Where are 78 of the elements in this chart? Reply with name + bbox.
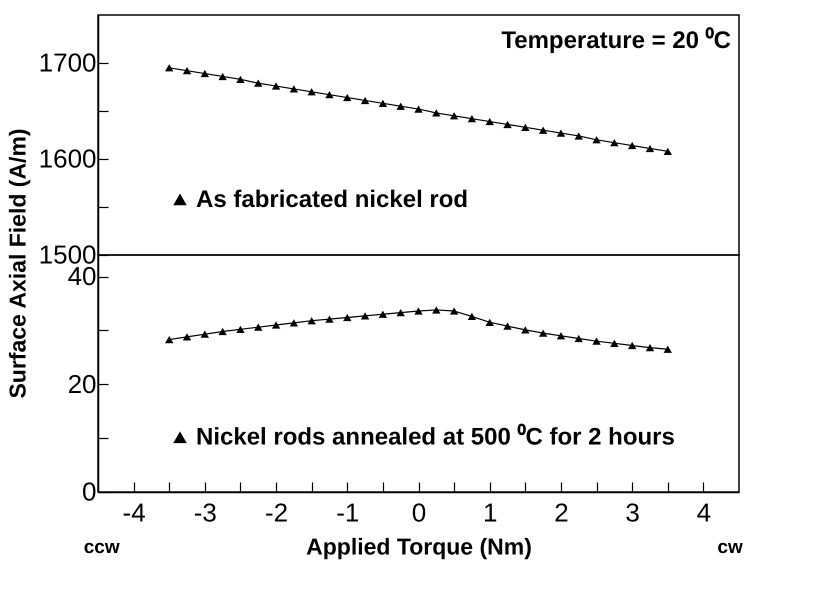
point [664, 346, 672, 353]
point [592, 338, 601, 345]
y-axis-title: Surface Axial Field (A/m) [4, 128, 31, 399]
point [664, 148, 672, 155]
point [272, 321, 280, 329]
point [200, 330, 210, 338]
point [556, 332, 566, 340]
point [165, 64, 174, 72]
point [325, 91, 334, 98]
x-tick-label: -4 [122, 498, 146, 528]
point [486, 318, 494, 326]
point [182, 67, 192, 74]
point [182, 333, 192, 340]
y-tick-label: 1700 [38, 48, 96, 78]
point [538, 126, 548, 134]
point [200, 70, 210, 78]
point [574, 334, 583, 342]
point [378, 310, 388, 318]
x-tick-label: 4 [696, 498, 712, 528]
point [325, 315, 334, 323]
point [378, 100, 388, 107]
x-axis-title: Applied Torque (Nm) [306, 534, 532, 560]
point [628, 142, 636, 150]
point [307, 317, 316, 324]
point [646, 144, 654, 152]
point [486, 118, 494, 126]
point [236, 76, 245, 83]
point [538, 329, 548, 337]
point [503, 322, 512, 330]
point [165, 336, 174, 344]
point [521, 124, 530, 131]
point [521, 326, 530, 334]
point [610, 340, 619, 347]
point [450, 307, 458, 315]
point [272, 82, 280, 90]
y-tick-label: 0 [82, 476, 96, 506]
legend-label: As fabricated nickel rod [196, 186, 468, 213]
point [360, 96, 370, 104]
point [254, 80, 262, 87]
y-tick-label: 1600 [38, 144, 96, 174]
point [218, 72, 227, 80]
point [450, 112, 458, 120]
point [503, 120, 512, 128]
annotation: Temperature = 20 ⁰C [501, 27, 731, 54]
text: ccw [84, 537, 120, 558]
x-tick-label: 0 [412, 498, 426, 528]
point [254, 324, 262, 331]
x-tick-label: 1 [482, 498, 498, 528]
point [343, 94, 352, 102]
x-tick-label: 2 [554, 498, 569, 528]
point [360, 312, 370, 320]
point [628, 342, 636, 350]
point [290, 85, 298, 93]
point [396, 309, 405, 316]
point [343, 314, 352, 322]
x-tick-label: 3 [625, 498, 640, 528]
text: cw [717, 537, 743, 558]
point [414, 105, 423, 113]
x-tick-label: -2 [264, 498, 288, 528]
y-tick-label: 20 [68, 368, 96, 399]
point [468, 312, 476, 320]
point [574, 132, 583, 140]
point [646, 344, 654, 352]
point [218, 328, 227, 336]
point [396, 102, 405, 110]
point [610, 139, 619, 146]
point [290, 319, 298, 326]
point [592, 136, 601, 144]
x-tick-label: -1 [336, 498, 360, 528]
point [468, 115, 476, 122]
x-tick-label: -3 [194, 498, 217, 528]
legend-label: Nickel rods annealed at 500 ⁰C for 2 hours [196, 424, 675, 451]
point [556, 129, 566, 137]
point [236, 326, 245, 333]
point [307, 88, 316, 96]
point [414, 307, 423, 315]
point [432, 306, 440, 314]
point [432, 109, 440, 117]
